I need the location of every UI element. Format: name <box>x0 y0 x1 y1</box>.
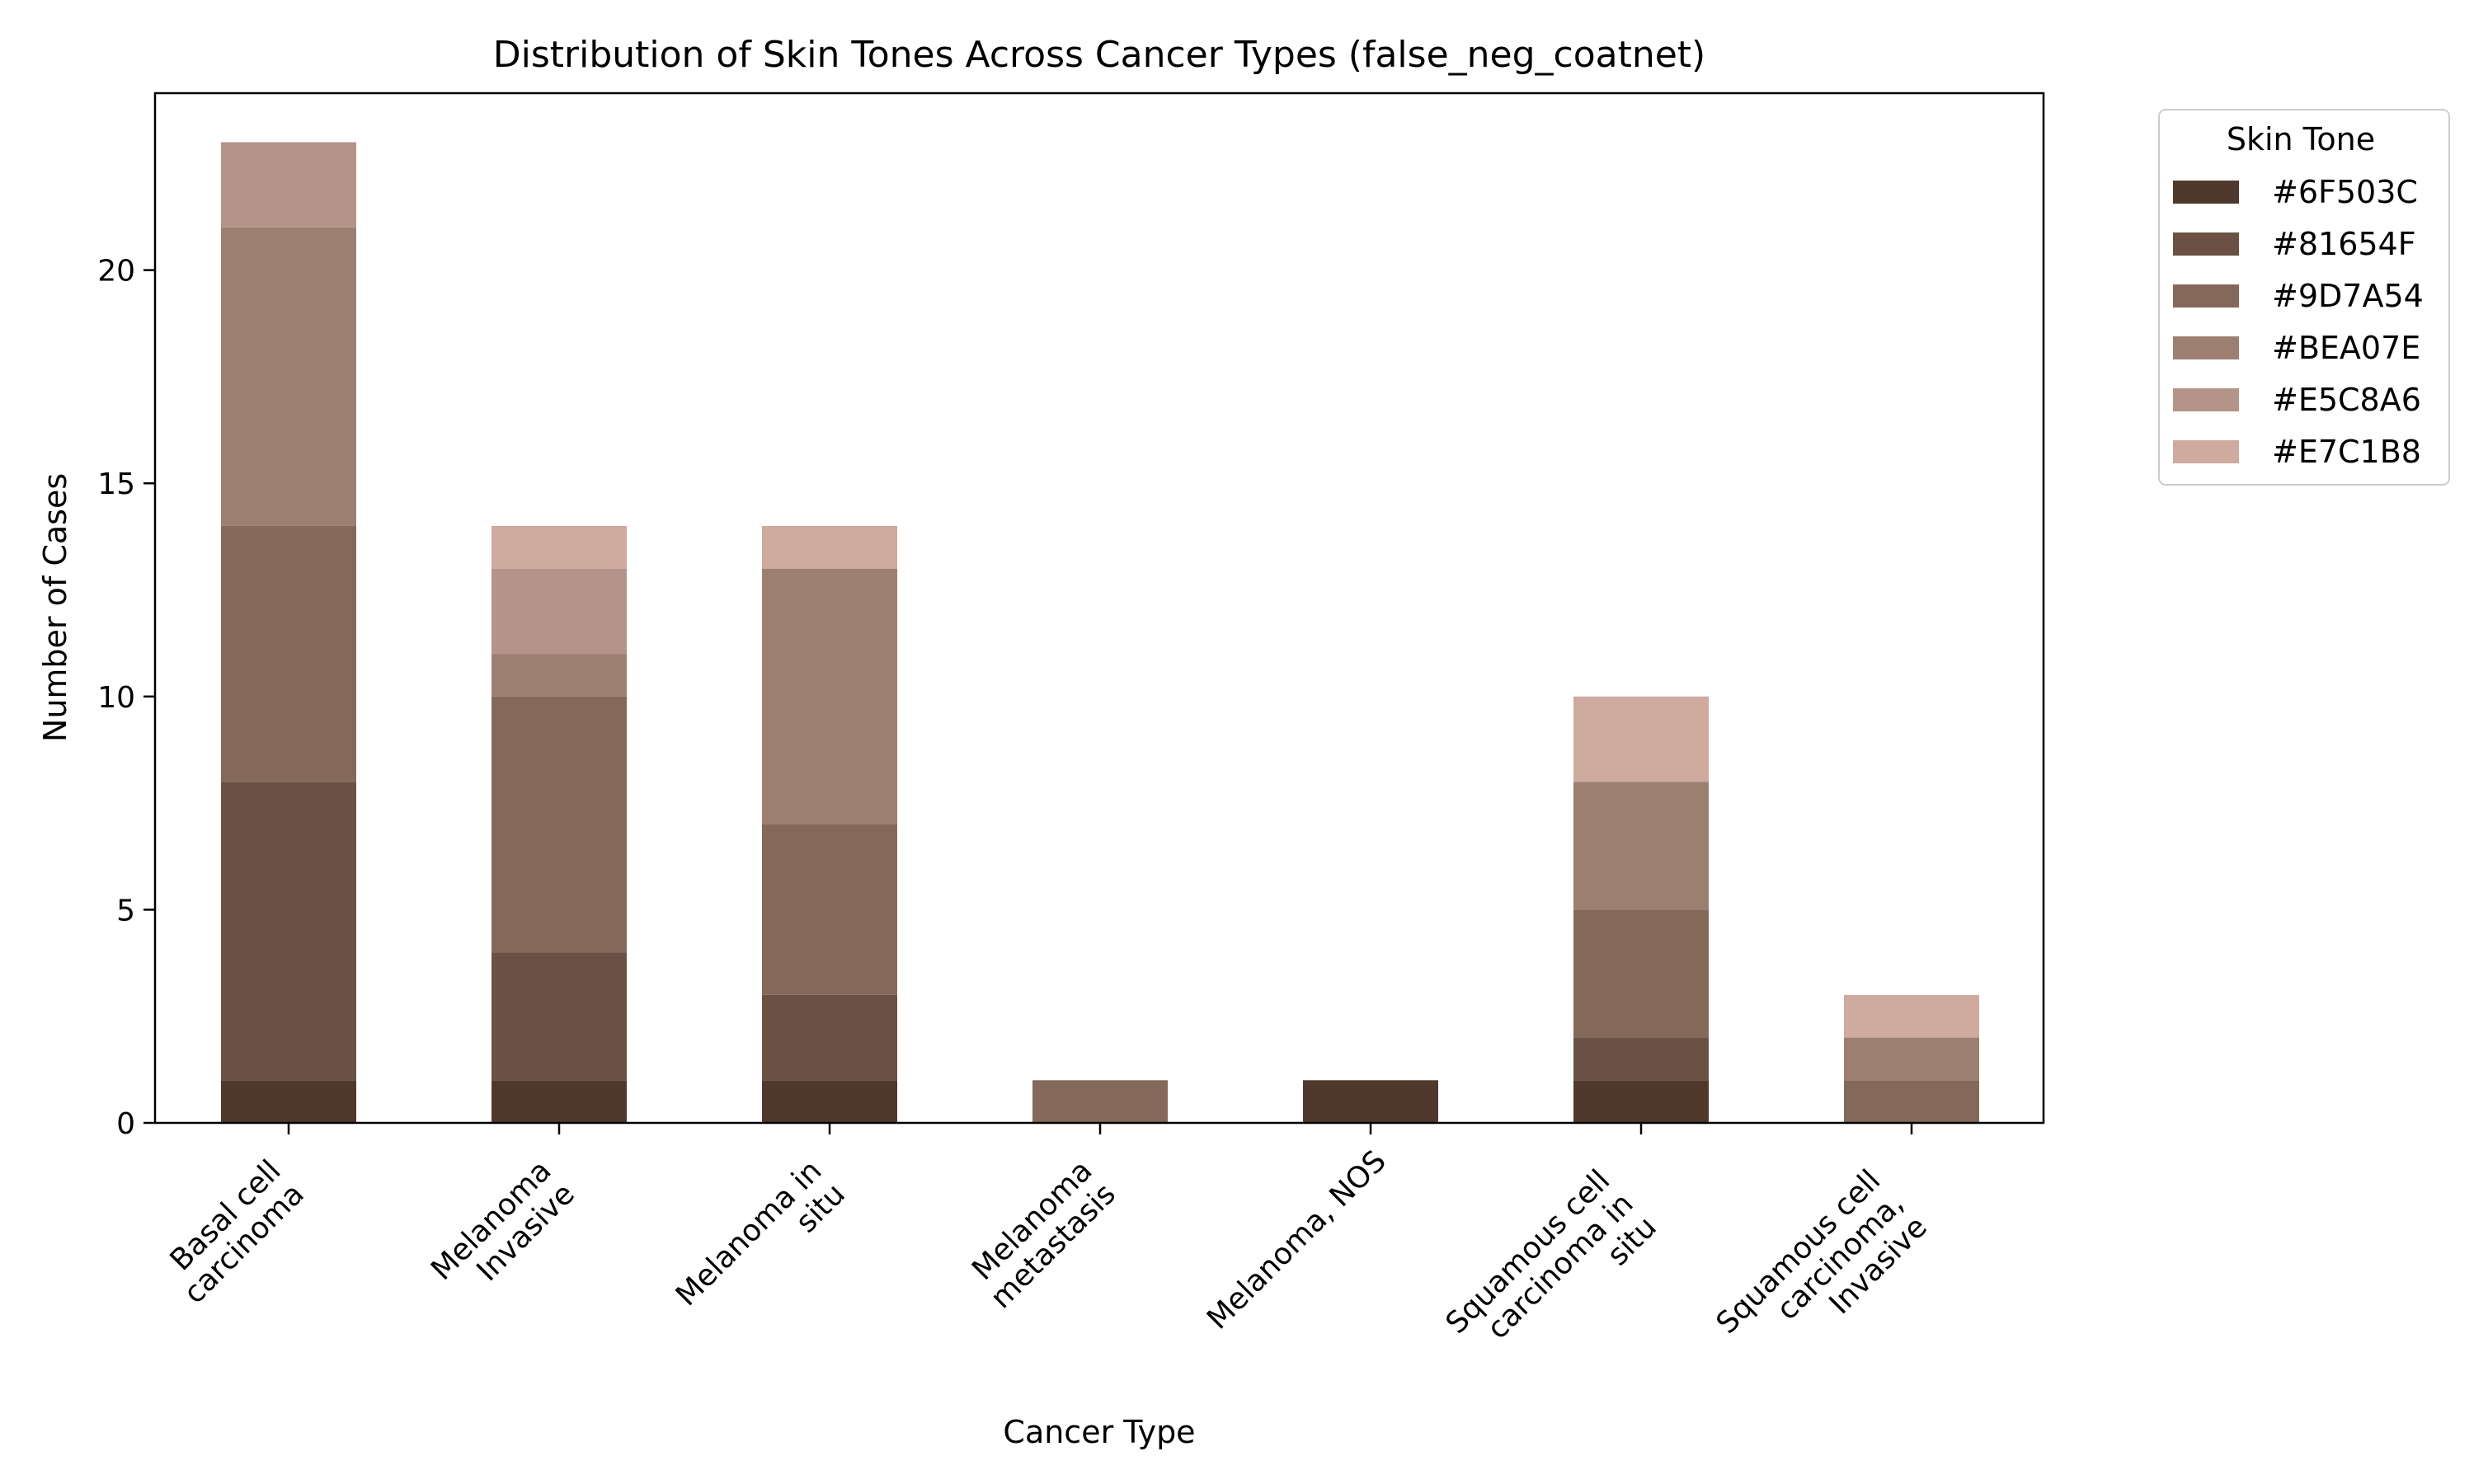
legend-label: #6F503C <box>2272 174 2418 210</box>
bar-segment <box>1032 1080 1168 1123</box>
x-tick-label: Melanoma insitu <box>670 1154 852 1336</box>
bar-segment <box>762 994 897 1081</box>
legend-title: Skin Tone <box>2227 121 2375 157</box>
bar-segment <box>492 952 627 1081</box>
bar-segment <box>492 696 627 953</box>
legend-swatch <box>2173 388 2239 411</box>
y-tick-label: 20 <box>97 255 135 289</box>
x-tick-label: Squamous cellcarcinoma,Invasive <box>1710 1163 1934 1387</box>
y-tick-label: 0 <box>116 1107 135 1141</box>
legend-label: #BEA07E <box>2272 330 2420 366</box>
x-tick-label: Melanoma, NOS <box>1201 1144 1393 1336</box>
bar-segment <box>221 782 356 1081</box>
legend-label: #9D7A54 <box>2272 278 2424 314</box>
chart-title: Distribution of Skin Tones Across Cancer… <box>493 34 1705 76</box>
y-tick-label: 15 <box>97 467 135 501</box>
bar-segment <box>492 1080 627 1123</box>
bar-segment <box>1844 1037 1979 1081</box>
y-axis: 0 5 10 15 20 <box>97 255 155 1141</box>
x-tick-label: Melanomametastasis <box>961 1154 1122 1316</box>
bar-segment <box>221 525 356 782</box>
x-axis: Basal cellcarcinoma MelanomaInvasive Melan… <box>154 1123 1934 1387</box>
bars-layer <box>221 142 1979 1123</box>
legend: Skin Tone #6F503C #81654F #9D7A54 #BEA07E #E… <box>2158 109 2450 486</box>
bar-segment <box>1573 1037 1709 1081</box>
y-axis-label: Number of Cases <box>37 473 73 742</box>
bar-segment <box>1844 1080 1979 1123</box>
bar-segment <box>492 525 627 569</box>
bar-segment <box>221 227 356 526</box>
legend-swatch <box>2173 232 2239 256</box>
plot-frame <box>153 92 2045 1125</box>
legend-swatch <box>2173 284 2239 308</box>
legend-label: #81654F <box>2272 226 2416 262</box>
y-tick-label: 5 <box>116 894 135 928</box>
bar-segment <box>492 654 627 697</box>
y-tick-label: 10 <box>97 681 135 715</box>
bar-segment <box>221 1080 356 1123</box>
x-tick-label: Squamous cellcarcinoma insitu <box>1440 1163 1663 1387</box>
legend-swatch <box>2173 181 2239 204</box>
bar-segment <box>492 568 627 655</box>
x-axis-label: Cancer Type <box>1003 1414 1195 1450</box>
bar-segment <box>1303 1080 1438 1123</box>
bar-segment <box>762 568 897 824</box>
legend-swatch <box>2173 336 2239 359</box>
bar-segment <box>1573 782 1709 910</box>
bar-segment <box>1573 1080 1709 1123</box>
bar-segment <box>1573 696 1709 782</box>
legend-label: #E7C1B8 <box>2272 434 2421 470</box>
bar-segment <box>1844 994 1979 1038</box>
legend-label: #E5C8A6 <box>2272 382 2421 418</box>
x-tick-label: MelanomaInvasive <box>425 1154 581 1311</box>
legend-swatch <box>2173 440 2239 463</box>
bar-segment <box>1573 909 1709 1038</box>
bar-segment <box>221 142 356 228</box>
x-tick-label: Basal cellcarcinoma <box>154 1154 311 1311</box>
bar-segment <box>762 1080 897 1123</box>
bar-segment <box>762 824 897 995</box>
bar-segment <box>762 525 897 569</box>
